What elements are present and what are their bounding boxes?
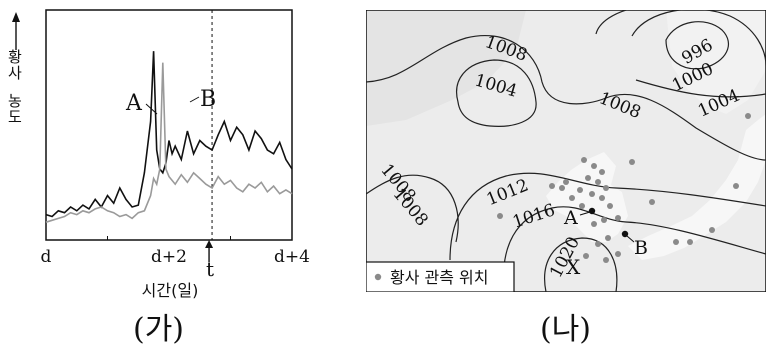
isobar-1008-north: [366, 34, 766, 161]
x-axis-label: 시간(일): [142, 281, 199, 300]
y-axis-label-4: 도: [8, 108, 22, 126]
series-a-leader: [145, 103, 158, 115]
panel-b-caption: (나): [540, 312, 592, 347]
obs-point: [581, 157, 587, 163]
legend-box: [366, 261, 515, 292]
point-a-leader: [579, 211, 591, 216]
t-marker-label: t: [206, 257, 214, 281]
obs-point: [595, 179, 601, 185]
isobar-996: [665, 21, 729, 70]
obs-point: [591, 163, 597, 169]
obs-point: [599, 169, 605, 175]
obs-point: [607, 203, 613, 209]
point-a-label: A: [563, 207, 578, 229]
series-line-a: [45, 51, 293, 218]
isobar-1016: [502, 206, 766, 292]
isobar-lines: [366, 10, 766, 292]
obs-point: [615, 215, 621, 221]
obs-point: [673, 239, 679, 245]
series-b-leader: [189, 96, 200, 103]
obs-point: [549, 183, 555, 189]
point-b-label: B: [634, 237, 648, 259]
obs-point: [497, 213, 503, 219]
y-axis-label-3: 농: [8, 92, 22, 110]
land-west: [366, 10, 526, 126]
y-axis-label-1: 황: [8, 48, 22, 66]
y-axis-label-2: 사: [8, 64, 22, 82]
legend-label: 황사 관측 위치: [390, 268, 489, 287]
obs-point: [579, 203, 585, 209]
obs-point: [649, 199, 655, 205]
series-layer: [45, 51, 293, 223]
obs-point: [583, 253, 589, 259]
series-b-label: B: [200, 87, 216, 112]
obs-point: [601, 217, 607, 223]
isobar-1012: [449, 172, 766, 261]
x-tick-layer: d d+2 d+4: [41, 236, 310, 267]
x-tick-label: d+2: [151, 247, 187, 267]
observation-points: [497, 113, 751, 263]
obs-point: [603, 185, 609, 191]
region-x-label: X: [566, 255, 581, 279]
obs-point: [603, 257, 609, 263]
point-b-leader: [626, 235, 635, 243]
series-line-b: [45, 62, 293, 223]
isobar-1004-east: [595, 10, 766, 98]
x-tick-label: d: [41, 247, 52, 267]
obs-point: [605, 235, 611, 241]
obs-point: [559, 185, 565, 191]
point-a-marker: [588, 207, 596, 215]
obs-point: [595, 241, 601, 247]
isobar-1004-north: [456, 59, 537, 127]
isobar-1008-south: [366, 174, 459, 243]
legend-dot-icon: [374, 273, 382, 281]
obs-point: [629, 159, 635, 165]
plot-frame: [45, 9, 293, 241]
obs-point: [569, 195, 575, 201]
panel-a-caption: (가): [133, 312, 185, 347]
isobar-1020: [544, 237, 618, 292]
isobar-1000: [631, 10, 766, 67]
x-tick-label: d+4: [274, 247, 310, 267]
obs-point: [577, 187, 583, 193]
t-arrowhead: [205, 240, 214, 248]
land-korea-japan: [546, 152, 628, 242]
obs-point: [599, 195, 605, 201]
obs-point: [709, 227, 715, 233]
y-axis-arrowhead: [12, 12, 20, 22]
obs-point: [591, 221, 597, 227]
dust-concentration-chart: 황 사 농 도 A B d d+2 d+4 t 시간(일): [8, 9, 310, 300]
obs-point: [615, 251, 621, 257]
isobar-map: 1008 1004 996 1000 1004 1008 1008 1012 1…: [366, 10, 766, 292]
series-a-label: A: [125, 91, 143, 116]
land-north: [666, 10, 766, 114]
obs-point: [585, 175, 591, 181]
obs-point: [745, 113, 751, 119]
obs-point: [563, 179, 569, 185]
obs-point: [687, 239, 693, 245]
obs-point: [733, 183, 739, 189]
point-b-marker: [621, 230, 629, 238]
obs-point: [589, 191, 595, 197]
